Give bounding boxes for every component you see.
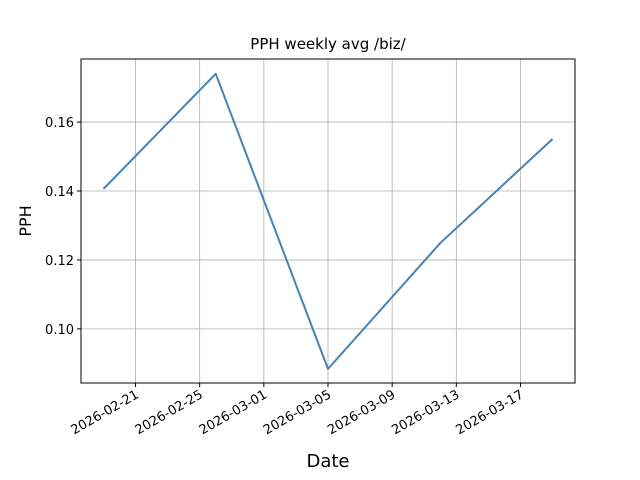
- y-tick-label: 0.10: [45, 323, 74, 338]
- x-axis-label: Date: [306, 451, 349, 472]
- data-line: [102, 72, 554, 370]
- chart-title: PPH weekly avg /biz/: [250, 35, 406, 53]
- y-tick-label: 0.14: [45, 185, 74, 200]
- y-tick-label: 0.16: [45, 116, 74, 131]
- y-tick-label: 0.12: [45, 254, 74, 269]
- plot-frame: [80, 58, 576, 384]
- y-axis-label: PPH: [16, 205, 35, 236]
